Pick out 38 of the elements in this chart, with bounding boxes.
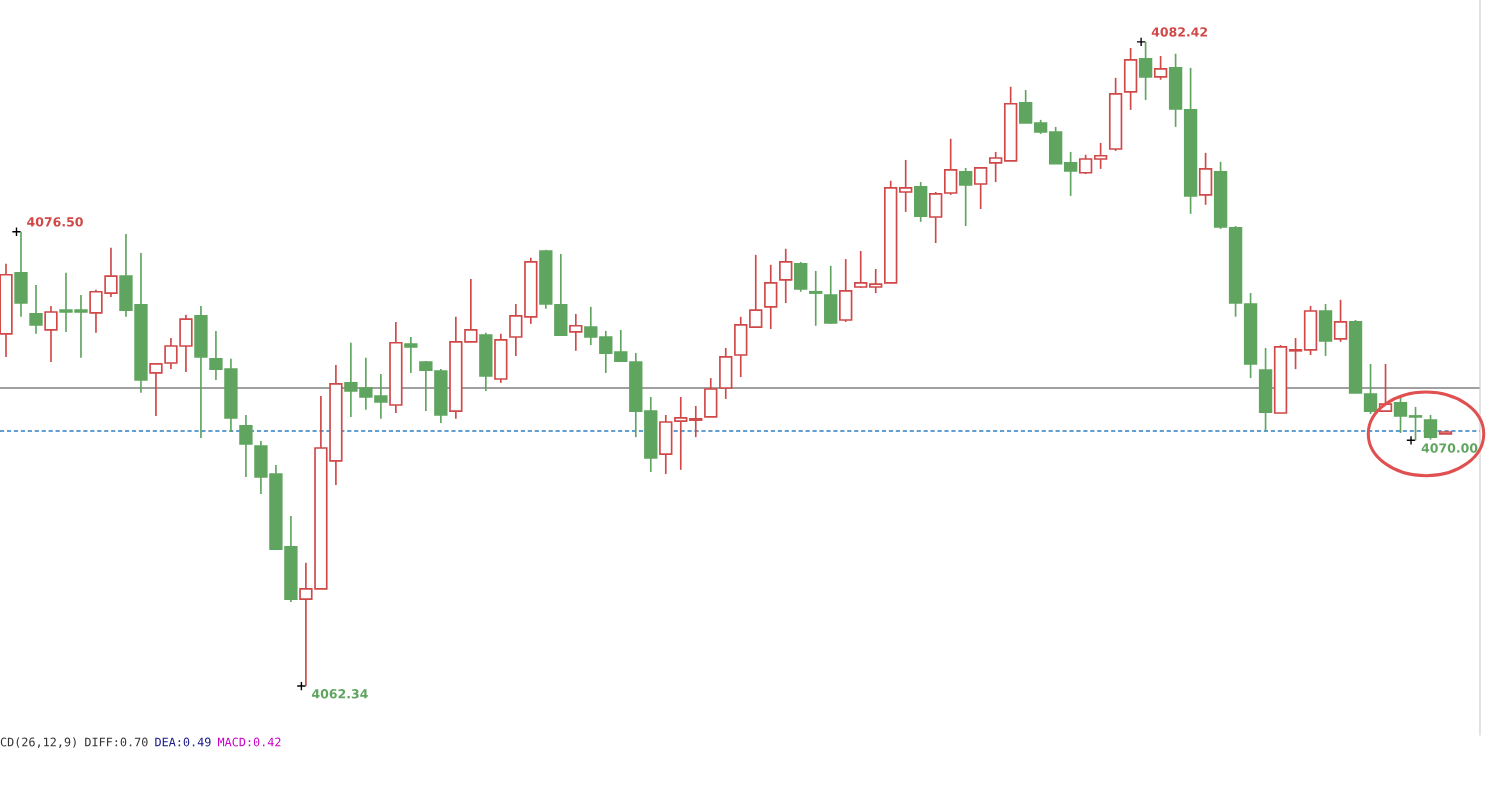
text: 4062.34 bbox=[312, 689, 368, 699]
candlestick bbox=[1018, 89, 1033, 124]
candlestick bbox=[1333, 298, 1348, 343]
candlestick bbox=[943, 137, 958, 196]
candlestick bbox=[614, 329, 628, 363]
candlestick bbox=[899, 159, 913, 213]
candlestick bbox=[44, 305, 58, 363]
candlestick bbox=[569, 313, 583, 352]
text: 4082.42 bbox=[1151, 27, 1208, 37]
candlestick bbox=[1423, 414, 1438, 441]
candlestick bbox=[584, 306, 598, 346]
text: DEA:0.49 bbox=[155, 737, 211, 747]
candlestick bbox=[1093, 142, 1108, 170]
candlestick bbox=[869, 268, 883, 294]
candlestick bbox=[689, 405, 703, 438]
candlestick bbox=[929, 191, 943, 244]
candlestick bbox=[749, 254, 763, 328]
text: MACD:0.42 bbox=[218, 737, 281, 747]
candlestick bbox=[988, 151, 1003, 183]
candlestick bbox=[779, 247, 793, 304]
candlestick bbox=[973, 166, 988, 210]
candlestick bbox=[1288, 337, 1303, 370]
candlestick bbox=[958, 167, 973, 227]
candlestick bbox=[854, 250, 868, 289]
text: CD(26,12,9) bbox=[0, 737, 76, 748]
candlestick bbox=[239, 414, 253, 478]
candlestick bbox=[599, 330, 613, 374]
candlestick bbox=[1063, 151, 1078, 197]
annotation: 4070.00 bbox=[1421, 443, 1478, 453]
candlestick bbox=[1393, 396, 1408, 434]
candlestick bbox=[404, 336, 418, 374]
candlestick bbox=[809, 270, 823, 327]
candlestick bbox=[29, 284, 43, 335]
text: DIFF:0.70 bbox=[85, 737, 148, 747]
candlestick bbox=[674, 396, 688, 471]
candlestick bbox=[1363, 363, 1378, 415]
candlestick bbox=[1153, 55, 1168, 81]
annotation: 4076.50 bbox=[27, 217, 83, 227]
